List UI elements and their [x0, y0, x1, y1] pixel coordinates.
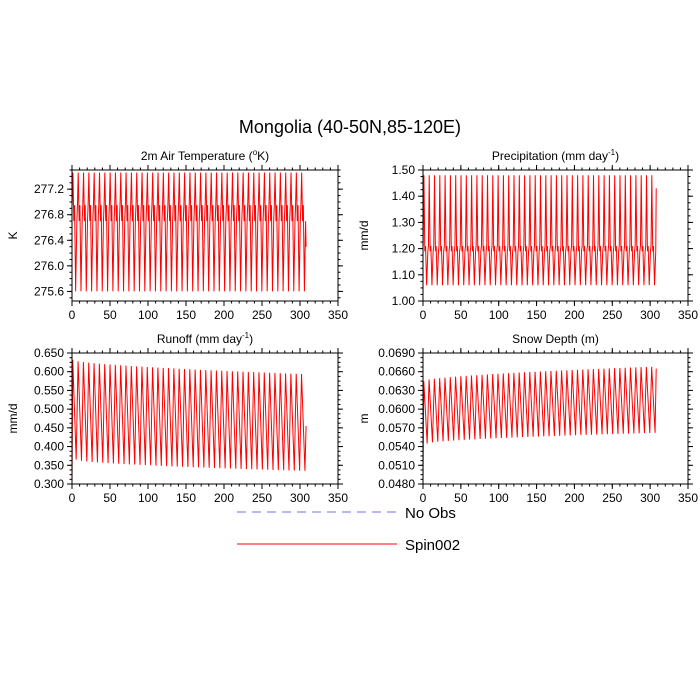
snow-depth-y-axis-label: m — [357, 414, 371, 424]
snow-depth-y-tick-label: 0.0510 — [378, 458, 415, 472]
runoff-panel-title: Runoff (mm day-1) — [157, 331, 253, 346]
temperature-y-tick-label: 276.4 — [34, 233, 64, 247]
legend-no-obs-label: No Obs — [405, 505, 456, 522]
precipitation-x-tick-label: 200 — [564, 308, 584, 322]
precipitation-x-tick-label: 50 — [454, 308, 468, 322]
snow-depth-y-tick-label: 0.0690 — [378, 346, 415, 360]
temperature-x-tick-label: 0 — [69, 308, 76, 322]
panel-snow-depth: 0 50 100 150 200 250 300 350 0.0480 0.0510 0.0540 0… — [357, 332, 698, 505]
runoff-y-tick-label: 0.600 — [34, 365, 64, 379]
precipitation-x-tick-label: 100 — [489, 308, 509, 322]
snow-depth-series-line — [423, 366, 657, 484]
precipitation-y-tick-label: 1.10 — [392, 268, 416, 282]
runoff-y-tick-label: 0.650 — [34, 346, 64, 360]
runoff-y-tick-label: 0.400 — [34, 440, 64, 454]
snow-depth-panel-title: Snow Depth (m) — [512, 332, 599, 346]
runoff-y-axis-label: mm/d — [6, 404, 20, 434]
snow-depth-y-tick-label: 0.0570 — [378, 421, 415, 435]
temperature-y-tick-label: 275.6 — [34, 284, 64, 298]
runoff-x-tick-label: 350 — [328, 491, 348, 505]
legend-spin002-label: Spin002 — [405, 537, 460, 554]
precipitation-x-tick-label: 150 — [527, 308, 547, 322]
runoff-x-tick-label: 300 — [290, 491, 310, 505]
snow-depth-x-tick-label: 50 — [454, 491, 468, 505]
precipitation-x-tick-label: 0 — [420, 308, 427, 322]
runoff-x-tick-label: 250 — [252, 491, 272, 505]
snow-depth-y-tick-label: 0.0540 — [378, 440, 415, 454]
temperature-x-tick-label: 150 — [176, 308, 196, 322]
precipitation-series-line — [423, 175, 657, 286]
snow-depth-x-tick-label: 300 — [640, 491, 660, 505]
panel-temperature: 0 50 100 150 200 250 300 350 275.6 276.0 276.4 276.… — [6, 148, 348, 322]
temperature-y-tick-label: 276.0 — [34, 259, 64, 273]
precipitation-x-tick-label: 350 — [678, 308, 698, 322]
snow-depth-y-tick-label: 0.0660 — [378, 365, 415, 379]
precipitation-y-tick-label: 1.30 — [392, 215, 416, 229]
runoff-x-tick-label: 200 — [214, 491, 234, 505]
snow-depth-x-tick-label: 100 — [489, 491, 509, 505]
snow-depth-x-tick-label: 250 — [602, 491, 622, 505]
temperature-y-tick-label: 276.8 — [34, 208, 64, 222]
precipitation-panel-title: Precipitation (mm day-1) — [492, 148, 619, 163]
figure-title: Mongolia (40-50N,85-120E) — [239, 117, 461, 137]
snow-depth-x-tick-label: 350 — [678, 491, 698, 505]
runoff-y-tick-label: 0.450 — [34, 421, 64, 435]
temperature-y-tick-label: 277.2 — [34, 182, 64, 196]
runoff-x-tick-label: 100 — [138, 491, 158, 505]
precipitation-y-tick-label: 1.00 — [392, 294, 416, 308]
precipitation-y-tick-label: 1.20 — [392, 242, 416, 256]
snow-depth-y-tick-label: 0.0600 — [378, 402, 415, 416]
precipitation-x-tick-label: 250 — [602, 308, 622, 322]
snow-depth-x-tick-label: 200 — [564, 491, 584, 505]
temperature-x-tick-label: 350 — [328, 308, 348, 322]
precipitation-y-tick-label: 1.40 — [392, 189, 416, 203]
panel-runoff: 0 50 100 150 200 250 300 350 0.300 0.350 0.400 0.45… — [6, 331, 348, 505]
runoff-x-tick-label: 50 — [103, 491, 117, 505]
temperature-plot-frame — [71, 169, 339, 302]
temperature-y-axis-label: K — [6, 231, 20, 239]
runoff-x-tick-label: 0 — [69, 491, 76, 505]
snow-depth-y-tick-label: 0.0480 — [378, 477, 415, 491]
precipitation-y-axis-label: mm/d — [357, 221, 371, 251]
runoff-y-tick-label: 0.500 — [34, 402, 64, 416]
temperature-series-line — [72, 172, 307, 292]
snow-depth-y-tick-label: 0.0630 — [378, 383, 415, 397]
runoff-y-tick-label: 0.550 — [34, 383, 64, 397]
panel-precipitation: 0 50 100 150 200 250 300 350 1.00 1.10 1.20 1.30 1.4… — [357, 148, 698, 322]
runoff-series-line — [72, 359, 307, 484]
precipitation-y-tick-label: 1.50 — [392, 163, 416, 177]
temperature-x-tick-label: 50 — [103, 308, 117, 322]
runoff-y-tick-label: 0.300 — [34, 477, 64, 491]
temperature-x-tick-label: 100 — [138, 308, 158, 322]
temperature-x-tick-label: 200 — [214, 308, 234, 322]
precipitation-x-tick-label: 300 — [640, 308, 660, 322]
legend: No Obs Spin002 — [237, 505, 460, 554]
snow-depth-x-tick-label: 150 — [527, 491, 547, 505]
runoff-y-tick-label: 0.350 — [34, 458, 64, 472]
snow-depth-x-tick-label: 0 — [420, 491, 427, 505]
temperature-x-tick-label: 250 — [252, 308, 272, 322]
runoff-x-tick-label: 150 — [176, 491, 196, 505]
temperature-panel-title: 2m Air Temperature (oK) — [141, 148, 269, 163]
temperature-x-tick-label: 300 — [290, 308, 310, 322]
